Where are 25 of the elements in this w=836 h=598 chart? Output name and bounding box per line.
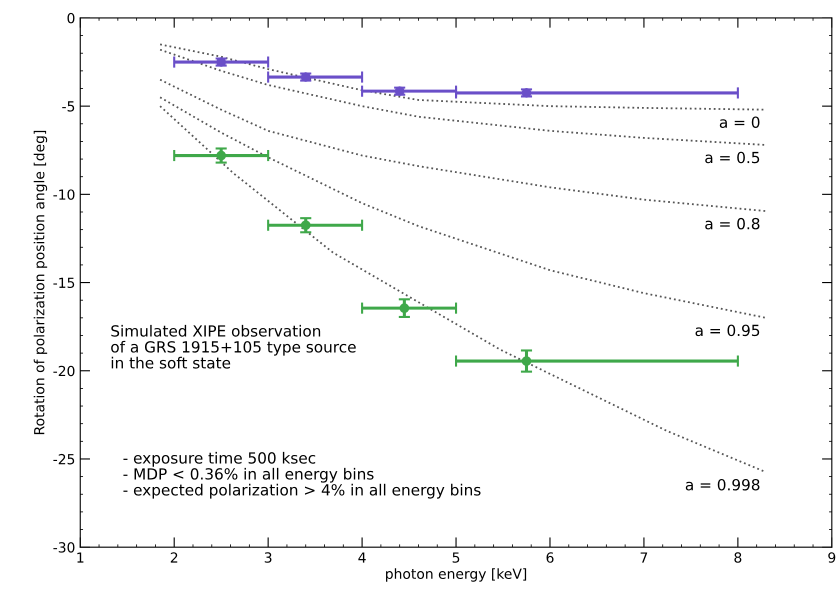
series-label: a = 0	[720, 116, 760, 128]
y-axis-title: Rotation of polarization position angle [deg]	[34, 130, 48, 434]
x-tick-label: 3	[264, 552, 272, 563]
x-tick-label: 1	[77, 552, 84, 563]
x-tick-label: 8	[734, 552, 742, 563]
x-axis-title: photon energy [keV]	[386, 568, 526, 582]
x-tick-label: 2	[170, 552, 178, 563]
y-tick-label: -10	[53, 189, 74, 200]
annotation: - exposure time 500 ksec - MDP < 0.36% in all energy bins - expected polarization > 4% in all energy bins	[123, 452, 481, 499]
y-tick-label: -15	[53, 278, 74, 288]
y-tick-label: -30	[53, 542, 74, 553]
x-tick-label: 4	[358, 552, 366, 563]
x-tick-label: 6	[546, 552, 554, 563]
series-label: a = 0.5	[705, 152, 760, 164]
y-tick-label: -5	[62, 101, 74, 112]
x-tick-label: 5	[452, 552, 460, 563]
series-label: a = 0.998	[686, 478, 760, 491]
y-tick-label: -20	[53, 366, 74, 376]
series-label: a = 0.95	[696, 324, 760, 336]
x-tick-label: 9	[828, 552, 836, 563]
y-tick-label: -25	[53, 454, 74, 464]
x-tick-label: 7	[640, 552, 648, 563]
series-label: a = 0.8	[705, 218, 760, 230]
y-tick-label: 0	[67, 12, 74, 24]
annotation: Simulated XIPE observation of a GRS 1915+105 type source in the soft state	[111, 324, 356, 369]
